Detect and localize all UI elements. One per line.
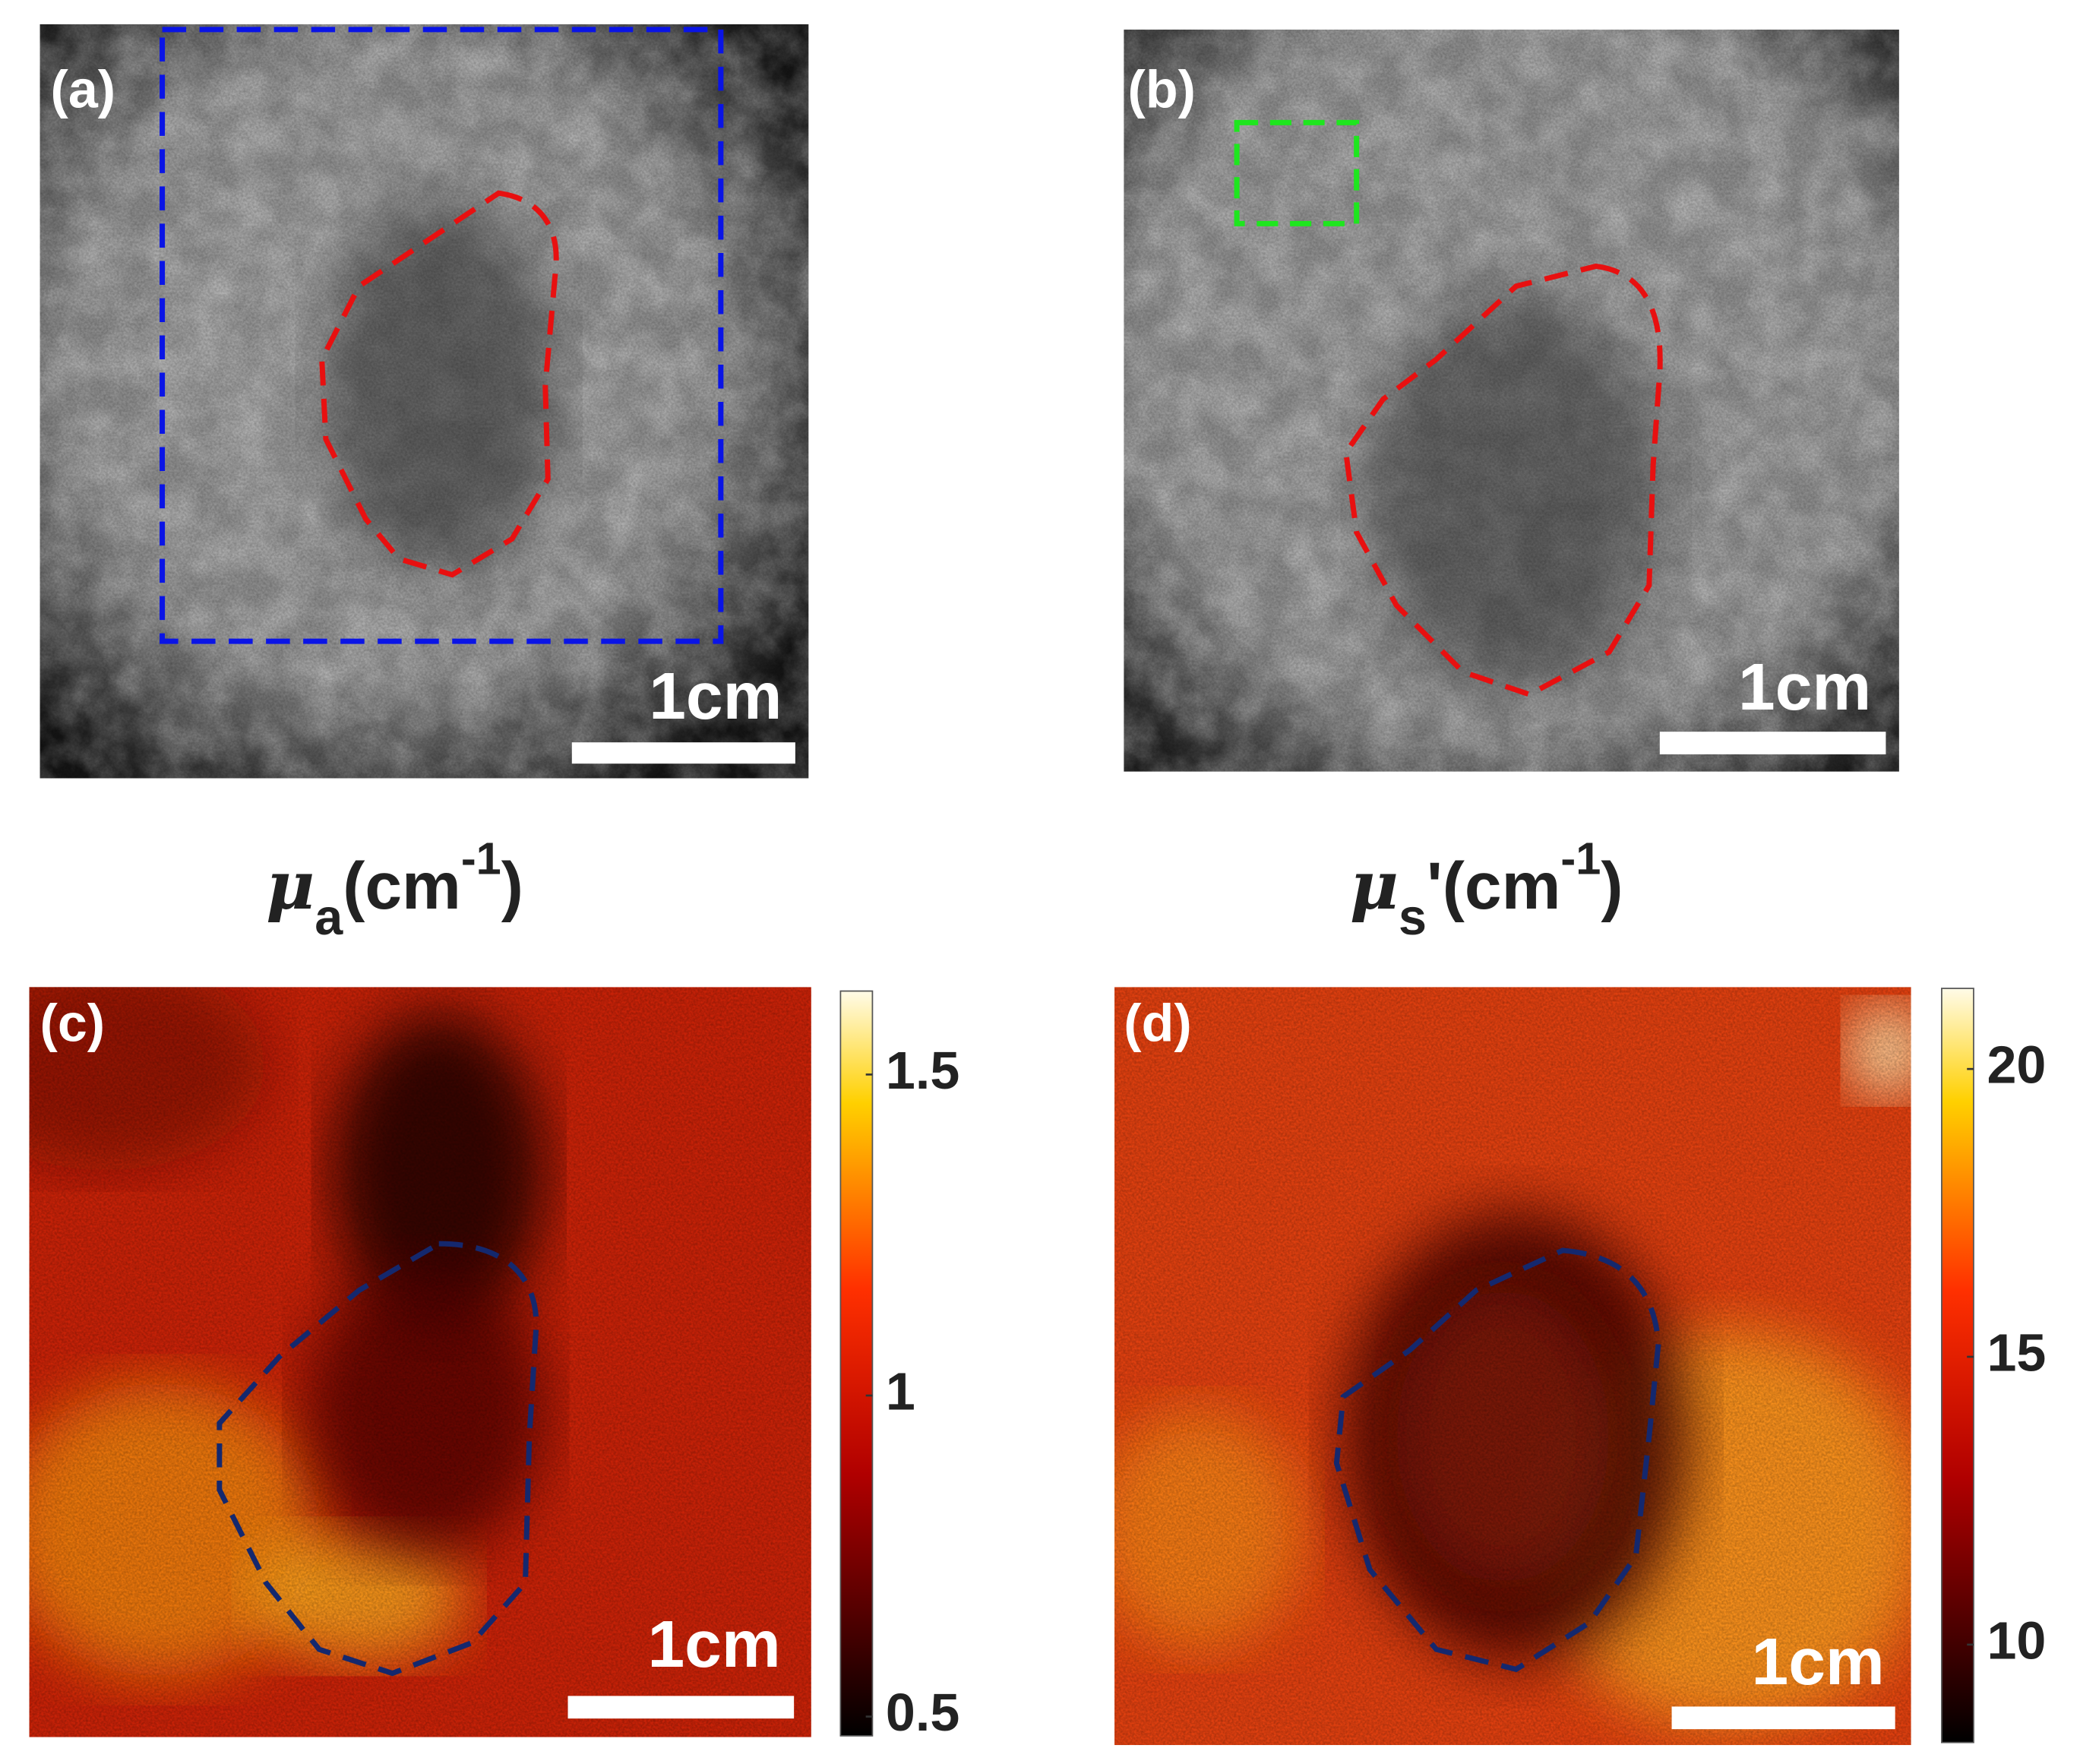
panel-label: (d) [1124,993,1191,1052]
colorbar-tick-label: 15 [1987,1323,2046,1382]
title-close: ) [1601,849,1623,923]
title-exponent: -1 [1560,833,1601,884]
colorbar-tick-label: 1.5 [886,1041,959,1100]
panel-a-image [40,24,809,779]
colorbar-tick-label: 10 [1987,1611,2046,1670]
panel-d-image [1114,987,1911,1746]
scale-bar-label: 1cm [1752,1624,1885,1699]
panel-label: (a) [51,59,116,119]
scale-bar [1671,1706,1895,1730]
reference-box [1234,119,1360,226]
scale-bar [1659,732,1886,754]
map-title: μa(cm-1) [266,833,523,945]
title-subscript: a [315,889,343,945]
scale-bar [571,742,795,764]
roi-box [160,27,724,644]
panel-c-image [29,987,811,1737]
panel-label: (b) [1128,59,1196,119]
title-unit: '(cm [1427,849,1560,923]
title-subscript: s [1399,889,1427,945]
panel-b-image [1124,29,1899,772]
lesion-outline [1333,1247,1661,1673]
scale-bar-label: 1cm [1738,650,1871,724]
colorbar [1941,988,1974,1743]
scale-bar-label: 1cm [649,659,782,733]
map-title: μs'(cm-1) [1350,833,1623,945]
colorbar-tick-label: 20 [1987,1035,2046,1095]
lesion-outline [217,1241,539,1677]
colorbar [839,990,874,1737]
colorbar-tick-label: 0.5 [886,1683,959,1742]
title-unit: (cm [343,849,461,923]
lesion-outline [319,190,559,578]
colorbar-tick-label: 1 [886,1361,915,1421]
title-exponent: -1 [461,833,501,884]
title-close: ) [501,849,523,923]
title-symbol: μ [1350,846,1399,925]
title-symbol: μ [266,846,315,925]
panel-label: (c) [40,993,106,1052]
scale-bar [567,1696,795,1719]
lesion-outline [1342,263,1663,697]
scale-bar-label: 1cm [648,1607,781,1681]
